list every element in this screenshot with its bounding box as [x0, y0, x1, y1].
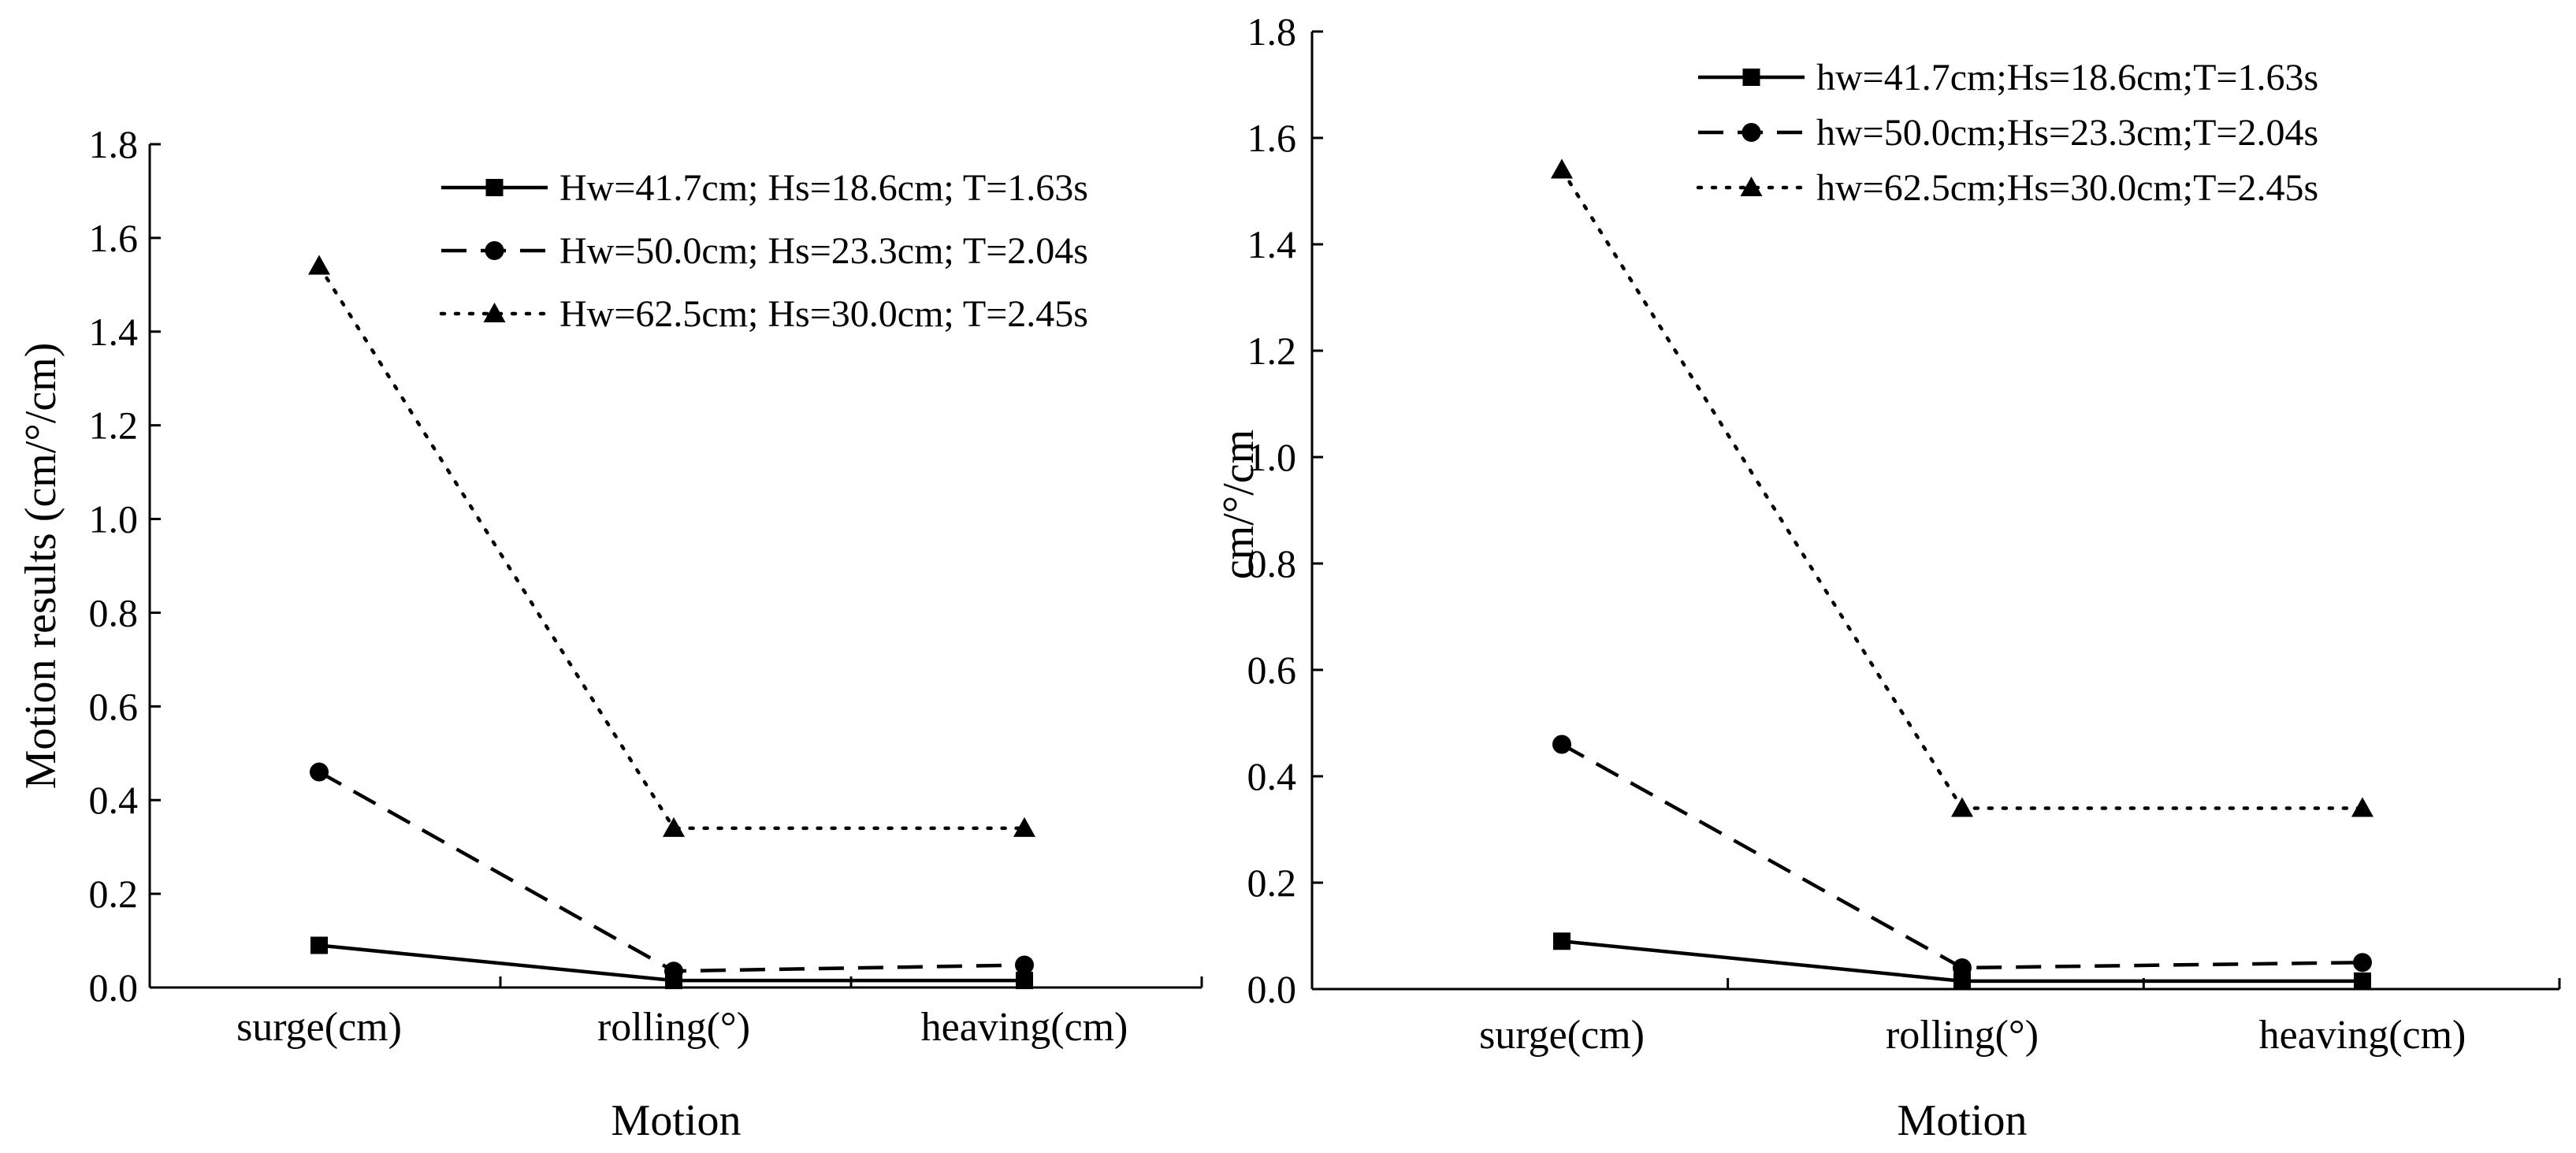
data-point-circle — [1552, 735, 1571, 754]
x-category-label: heaving(cm) — [921, 1005, 1128, 1050]
y-tick-label: 1.6 — [1247, 116, 1297, 160]
legend-label: hw=62.5cm;Hs=30.0cm;T=2.45s — [1816, 167, 2318, 209]
legend-label: Hw=62.5cm; Hs=30.0cm; T=2.45s — [559, 293, 1088, 335]
y-tick-label: 1.6 — [89, 216, 139, 260]
legend-label: Hw=50.0cm; Hs=23.3cm; T=2.04s — [559, 230, 1088, 272]
data-point-triangle — [1951, 797, 1973, 817]
data-point-square — [310, 936, 328, 954]
data-point-circle — [1953, 958, 1972, 977]
y-tick-label: 0.2 — [1247, 861, 1297, 905]
x-category-label: surge(cm) — [236, 1005, 402, 1050]
right-chart: 0.0 0.2 0.4 0.6 0.8 1.0 1.2 1.4 1.6 1.8 surge(cm) r… — [1214, 9, 2561, 1145]
data-point-circle — [2353, 953, 2372, 973]
data-point-triangle — [663, 816, 685, 837]
y-axis-title: Motion results (cm/°/cm) — [17, 343, 65, 790]
legend-marker-square — [1742, 69, 1760, 86]
data-point-circle — [1015, 955, 1034, 975]
x-category-label: rolling(°) — [1886, 1013, 2039, 1058]
legend-marker-triangle — [483, 303, 506, 322]
data-point-square — [1553, 932, 1571, 950]
data-point-triangle — [1551, 158, 1573, 179]
x-category-label: rolling(°) — [597, 1005, 750, 1050]
x-category-label: surge(cm) — [1479, 1013, 1645, 1058]
y-tick-label: 1.8 — [89, 122, 139, 166]
legend-marker-circle — [485, 241, 504, 260]
y-tick-label: 1.0 — [1247, 435, 1297, 479]
y-tick-label: 0.4 — [89, 778, 139, 822]
x-axis-title: Motion — [611, 1096, 742, 1145]
y-tick-label: 0.6 — [89, 684, 139, 728]
series-line-triangle — [317, 264, 1027, 831]
series-line-triangle — [1559, 168, 2365, 810]
legend-label: hw=41.7cm;Hs=18.6cm;T=1.63s — [1816, 57, 2318, 99]
series-line-circle — [318, 770, 1025, 973]
legend-marker-square — [485, 179, 504, 196]
data-point-triangle — [2351, 797, 2373, 817]
legend-label: Hw=41.7cm; Hs=18.6cm; T=1.63s — [559, 167, 1088, 209]
legend-marker-triangle — [1740, 177, 1763, 196]
y-tick-label: 0.4 — [1247, 754, 1297, 798]
data-point-triangle — [1013, 816, 1035, 837]
x-category-label: heaving(cm) — [2259, 1013, 2466, 1058]
data-point-square — [2354, 972, 2371, 990]
data-point-triangle — [308, 255, 330, 275]
data-point-square — [1953, 972, 1971, 990]
left-chart: 0.0 0.2 0.4 0.6 0.8 1.0 1.2 1.4 1.6 1.8 surge(cm) r… — [17, 122, 1203, 1145]
y-tick-label: 1.2 — [89, 404, 139, 448]
data-point-circle — [310, 762, 329, 782]
y-tick-label: 0.2 — [89, 872, 139, 916]
data-point-square — [1016, 972, 1033, 990]
y-axis-title: cm/°/cm — [1214, 430, 1263, 579]
legend-marker-circle — [1741, 123, 1761, 142]
y-tick-label: 0.0 — [89, 965, 139, 1010]
y-tick-label: 1.0 — [89, 497, 139, 541]
series-line-circle — [1560, 742, 2363, 970]
data-point-circle — [664, 961, 683, 981]
y-tick-label: 0.6 — [1247, 648, 1297, 692]
y-tick-label: 1.2 — [1247, 329, 1297, 373]
x-axis-title: Motion — [1898, 1096, 2028, 1145]
y-tick-label: 0.8 — [1247, 541, 1297, 586]
y-tick-label: 1.4 — [1247, 222, 1297, 266]
y-tick-label: 0.8 — [89, 590, 139, 634]
y-tick-label: 1.8 — [1247, 9, 1297, 54]
y-tick-label: 1.4 — [89, 310, 139, 354]
legend-label: hw=50.0cm;Hs=23.3cm;T=2.04s — [1816, 112, 2318, 154]
y-tick-label: 0.0 — [1247, 967, 1297, 1011]
